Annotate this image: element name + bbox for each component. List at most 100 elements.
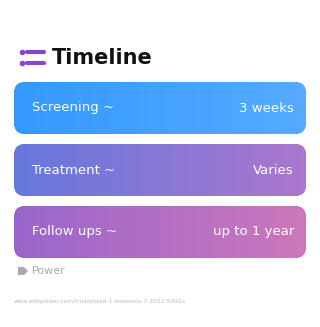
Bar	[55, 82, 57, 134]
Bar	[220, 144, 221, 196]
Bar	[25, 206, 26, 258]
Bar	[145, 206, 147, 258]
Bar	[298, 144, 300, 196]
Bar	[203, 82, 205, 134]
Bar	[50, 206, 52, 258]
Bar	[155, 144, 157, 196]
Bar	[243, 144, 244, 196]
Bar	[230, 82, 232, 134]
Bar	[294, 144, 296, 196]
Bar	[42, 82, 44, 134]
Bar	[14, 144, 16, 196]
Bar	[95, 144, 96, 196]
Bar	[270, 82, 271, 134]
Bar	[74, 144, 75, 196]
Bar	[142, 206, 144, 258]
Bar	[147, 144, 149, 196]
Bar	[253, 206, 255, 258]
Bar	[256, 82, 258, 134]
Bar	[183, 82, 185, 134]
Bar	[105, 144, 107, 196]
Bar	[33, 82, 34, 134]
Bar	[244, 144, 246, 196]
Bar	[201, 82, 203, 134]
Bar	[104, 206, 106, 258]
Bar	[179, 206, 180, 258]
Bar	[297, 144, 298, 196]
Bar	[171, 82, 172, 134]
Bar	[40, 82, 41, 134]
Bar	[182, 82, 184, 134]
Bar	[282, 144, 283, 196]
Bar	[194, 82, 196, 134]
Bar	[145, 144, 147, 196]
Bar	[174, 144, 176, 196]
Bar	[139, 82, 141, 134]
Bar	[237, 82, 239, 134]
Bar	[243, 206, 244, 258]
Bar	[275, 206, 276, 258]
Bar	[161, 206, 163, 258]
Bar	[290, 144, 291, 196]
Bar	[81, 206, 82, 258]
Text: Varies: Varies	[253, 164, 294, 177]
Bar	[222, 206, 224, 258]
Bar	[210, 144, 212, 196]
Bar	[112, 144, 114, 196]
Bar	[237, 206, 239, 258]
Bar	[287, 82, 289, 134]
Bar	[123, 144, 124, 196]
Bar	[134, 144, 136, 196]
Bar	[139, 206, 141, 258]
Bar	[155, 206, 157, 258]
Bar	[65, 144, 67, 196]
Bar	[92, 206, 94, 258]
Bar	[144, 144, 145, 196]
Bar	[151, 82, 152, 134]
Bar	[194, 206, 196, 258]
Bar	[290, 206, 291, 258]
Bar	[223, 206, 225, 258]
Bar	[168, 206, 170, 258]
Bar	[96, 82, 97, 134]
Bar	[106, 82, 108, 134]
Bar	[111, 82, 113, 134]
Bar	[16, 144, 18, 196]
Bar	[91, 82, 93, 134]
Bar	[216, 144, 218, 196]
Bar	[200, 206, 201, 258]
Bar	[156, 206, 158, 258]
Bar	[179, 144, 180, 196]
Bar	[18, 144, 19, 196]
Bar	[28, 206, 30, 258]
Bar	[33, 206, 34, 258]
Bar	[193, 206, 194, 258]
Bar	[297, 206, 298, 258]
Bar	[257, 206, 259, 258]
Bar	[88, 82, 89, 134]
Bar	[270, 206, 271, 258]
Bar	[44, 144, 46, 196]
Bar	[279, 144, 281, 196]
Bar	[278, 206, 280, 258]
Bar	[106, 206, 108, 258]
Bar	[29, 144, 31, 196]
Bar	[138, 206, 140, 258]
Bar	[117, 206, 118, 258]
Bar	[164, 144, 165, 196]
Bar	[34, 82, 36, 134]
Bar	[176, 82, 178, 134]
Bar	[239, 82, 241, 134]
Bar	[165, 206, 166, 258]
Bar	[263, 144, 264, 196]
Bar	[140, 144, 142, 196]
Bar	[173, 206, 174, 258]
Bar	[264, 144, 266, 196]
Bar	[120, 82, 122, 134]
Bar	[291, 82, 292, 134]
Bar	[224, 82, 226, 134]
Bar	[128, 144, 130, 196]
Bar	[193, 82, 194, 134]
Bar	[286, 144, 288, 196]
Bar	[162, 206, 164, 258]
